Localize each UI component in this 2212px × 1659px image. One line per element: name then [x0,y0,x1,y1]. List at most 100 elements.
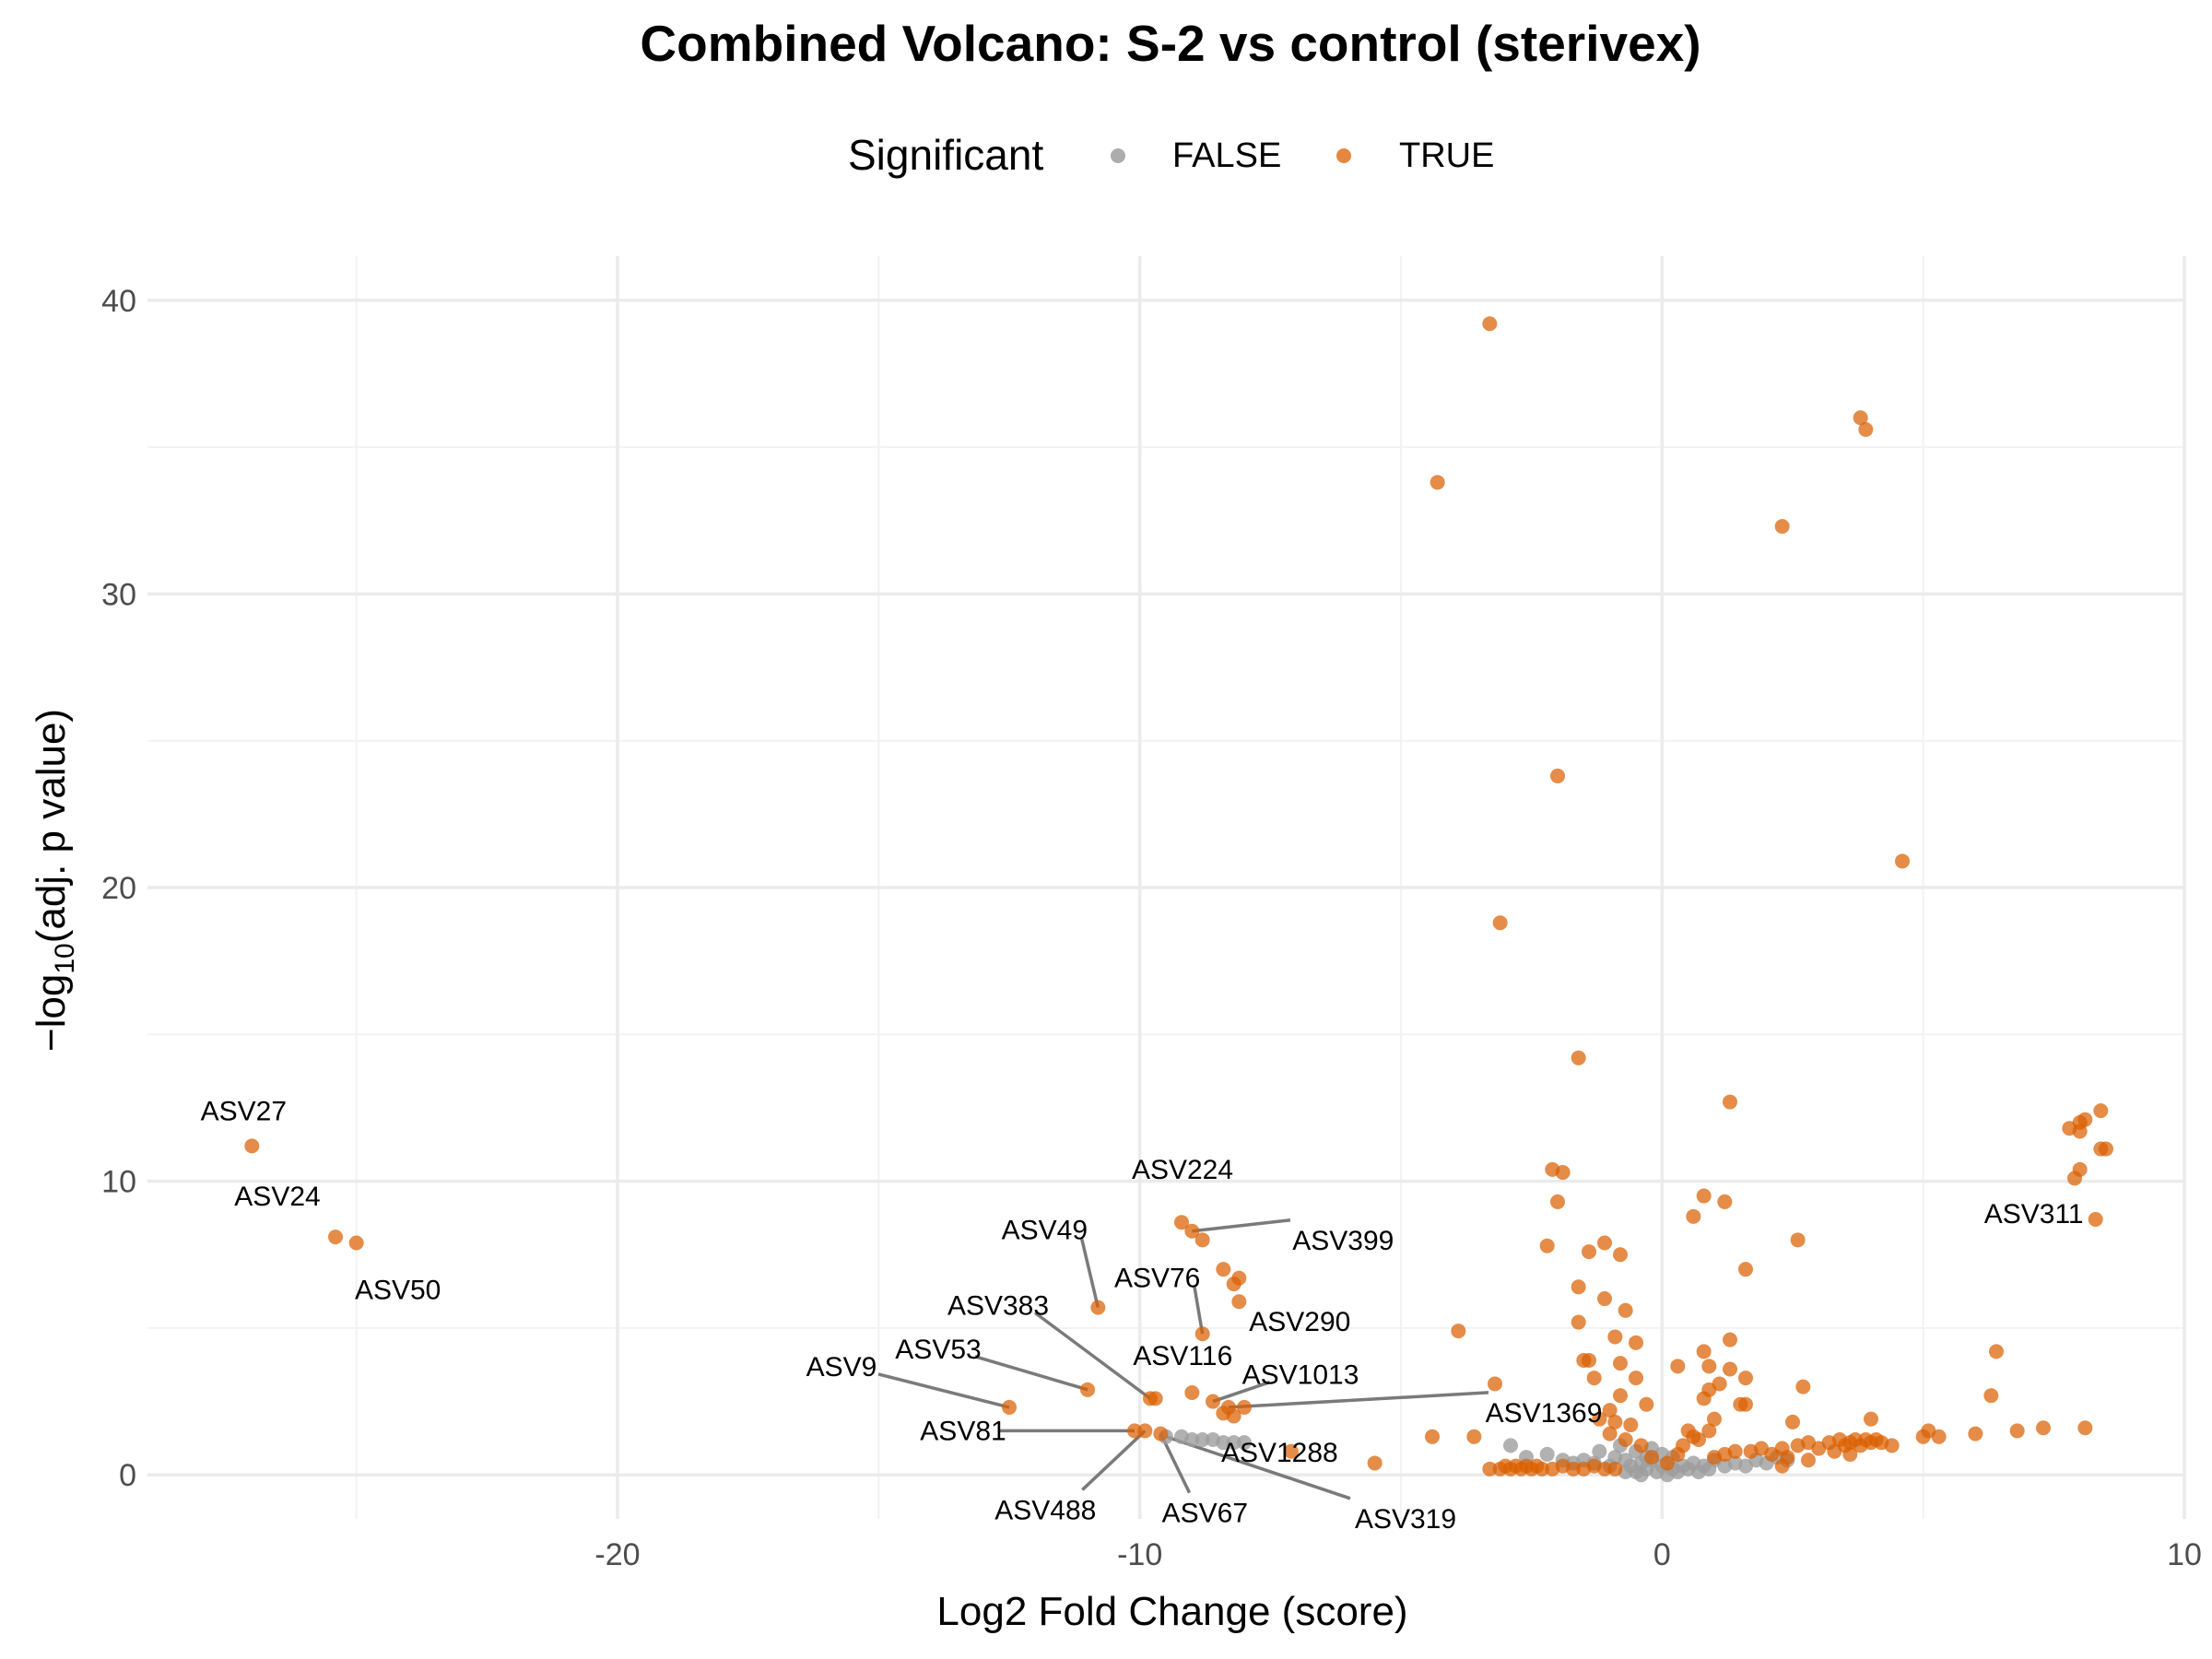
point-significant [1607,1461,1623,1477]
point-label: ASV1369 [1486,1398,1603,1429]
point-significant [1774,519,1790,535]
point-label: ASV27 [201,1096,287,1126]
leader-line [1228,1391,1489,1409]
y-axis-title-suffix: (adj. p value) [29,709,74,943]
point-significant [1550,768,1565,783]
point-significant [1492,915,1508,931]
point-not-significant [1592,1443,1607,1459]
point-significant [1774,1458,1790,1474]
point-significant [1696,1391,1712,1406]
point-not-significant [1226,1435,1241,1451]
leader-line [1192,1218,1291,1233]
y-tick-label: 10 [101,1165,136,1200]
point-significant [2099,1141,2113,1157]
leader-line [1165,1435,1351,1500]
point-significant [1686,1208,1701,1224]
point-significant [1602,1403,1618,1418]
point-label: ASV290 [1249,1307,1350,1337]
point-significant [1723,1361,1737,1377]
point-significant [1613,1247,1628,1263]
point-significant [1451,1324,1466,1339]
point-significant [1701,1359,1717,1374]
point-label: ASV1013 [1242,1360,1359,1391]
point-significant [2077,1420,2093,1436]
leader-line [1212,1380,1271,1404]
point-significant [1968,1426,1983,1441]
point-significant [1539,1238,1555,1253]
y-tick-label: 20 [101,871,136,906]
point-significant [1284,1443,1299,1459]
point-labels: ASV27 ASV24 ASV50 ASV224 ASV399 ASV49 ASV76 ASV… [201,1096,2084,1534]
point-significant [1607,1329,1623,1345]
point-significant [1858,421,1874,437]
point-significant [2093,1103,2109,1119]
point-significant [1738,1262,1753,1277]
point-label: ASV311 [1984,1199,2084,1230]
point-significant [1592,1411,1607,1427]
point-label: ASV24 [234,1182,320,1212]
point-label: ASV81 [920,1416,1006,1446]
x-tick-label: -10 [1117,1537,1162,1572]
point-not-significant [1194,1431,1210,1447]
point-significant [1691,1431,1706,1447]
point-significant [1576,1352,1592,1368]
point-significant [1555,1165,1571,1181]
point-significant [1535,1461,1549,1477]
point-significant [1727,1443,1743,1459]
point-significant [1430,475,1445,490]
point-significant [1466,1429,1482,1444]
point-significant [1367,1455,1382,1471]
point-not-significant [1216,1435,1231,1451]
leader-line [1079,1237,1100,1309]
point-significant [1618,1302,1633,1318]
point-significant [1884,1438,1900,1453]
point-significant [1738,1396,1753,1412]
point-label: ASV399 [1292,1226,1394,1256]
chart-title: Combined Volcano: S-2 vs control (steriv… [640,15,1700,72]
point-significant [2077,1112,2093,1127]
point-label: ASV49 [1002,1216,1088,1246]
point-not-significant [1633,1467,1649,1483]
legend-label-true: TRUE [1399,136,1494,175]
point-significant [1602,1426,1618,1441]
tick-labels: -20 -10 0 10 0 10 20 30 40 [101,284,2202,1572]
point-significant [1842,1446,1858,1462]
label-leader-lines [877,1218,1489,1500]
point-significant [328,1230,343,1245]
point-significant [1550,1194,1565,1209]
point-significant [2072,1124,2088,1139]
point-label: ASV76 [1114,1263,1200,1293]
point-significant [2088,1212,2103,1228]
grid [147,256,2186,1519]
point-significant [1137,1423,1153,1439]
point-significant [348,1235,364,1251]
point-label: ASV53 [895,1335,981,1365]
point-significant [1482,316,1498,332]
point-significant [1864,1411,1878,1427]
point-significant [1629,1335,1643,1350]
point-significant [1597,1235,1612,1251]
point-significant [1226,1408,1241,1424]
point-significant [1231,1294,1247,1310]
point-significant [1707,1411,1722,1427]
point-significant [1571,1050,1586,1065]
point-label: ASV67 [1162,1499,1248,1529]
point-significant [1660,1455,1675,1471]
point-significant [1582,1244,1596,1260]
legend: Significant FALSE TRUE [848,131,1494,179]
y-tick-label: 30 [101,577,136,612]
point-significant [1586,1371,1602,1386]
point-significant [1701,1423,1717,1439]
point-significant [1738,1371,1753,1386]
point-significant [1571,1314,1586,1330]
point-significant [1425,1429,1440,1444]
point-significant [2009,1423,2025,1439]
data-points [244,316,2113,1483]
point-significant [1597,1291,1612,1307]
point-label: ASV116 [1133,1341,1232,1371]
point-not-significant [1237,1435,1252,1451]
point-not-significant [1184,1431,1200,1447]
x-tick-label: 10 [2167,1537,2202,1572]
leader-line [974,1355,1088,1392]
